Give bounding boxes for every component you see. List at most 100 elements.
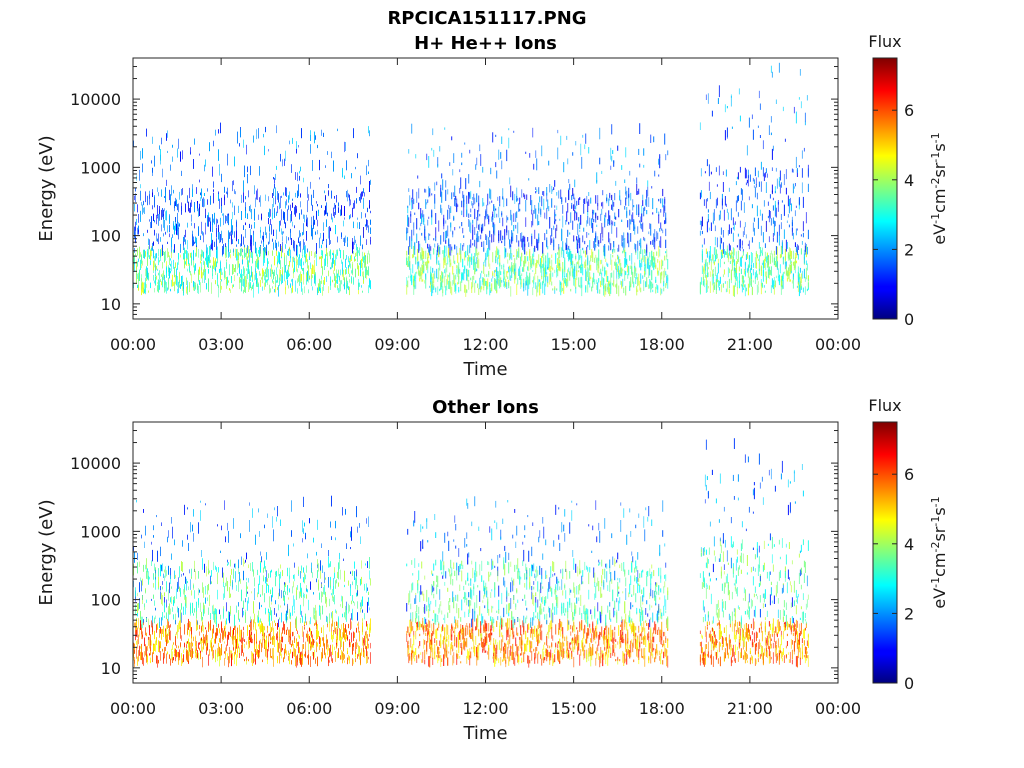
spectrogram-stroke: [757, 281, 759, 286]
spectrogram-stroke: [790, 260, 792, 263]
spectrogram-stroke: [296, 206, 297, 214]
spectrogram-stroke: [319, 605, 320, 616]
spectrogram-stroke: [516, 249, 518, 256]
spectrogram-stroke: [190, 649, 191, 657]
spectrogram-stroke: [798, 197, 800, 205]
spectrogram-stroke: [290, 214, 291, 223]
spectrogram-stroke: [175, 197, 176, 203]
spectrogram-stroke: [429, 285, 431, 288]
spectrogram-stroke: [227, 213, 228, 224]
spectrogram-stroke: [273, 242, 274, 250]
spectrogram-stroke: [735, 270, 737, 281]
spectrogram-stroke: [140, 184, 141, 189]
spectrogram-stroke: [346, 284, 347, 294]
spectrogram-stroke: [300, 241, 301, 253]
spectrogram-stroke: [425, 273, 427, 280]
spectrogram-stroke: [218, 651, 219, 657]
spectrogram-stroke: [269, 208, 270, 218]
spectrogram-stroke: [316, 641, 317, 653]
spectrogram-stroke: [136, 619, 137, 630]
spectrogram-stroke: [775, 275, 777, 279]
spectrogram-stroke: [485, 209, 487, 220]
spectrogram-stroke: [424, 280, 426, 284]
spectrogram-stroke: [640, 247, 642, 254]
spectrogram-stroke: [633, 281, 635, 288]
spectrogram-stroke: [141, 534, 142, 539]
spectrogram-stroke: [639, 243, 641, 246]
spectrogram-stroke: [187, 285, 188, 295]
spectrogram-stroke: [641, 205, 643, 217]
spectrogram-stroke: [639, 220, 641, 223]
spectrogram-stroke: [168, 282, 169, 290]
spectrogram-stroke: [250, 282, 251, 288]
spectrogram-stroke: [493, 230, 495, 243]
spectrogram-stroke: [315, 272, 316, 284]
spectrogram-stroke: [643, 280, 645, 291]
spectrogram-stroke: [152, 242, 153, 251]
spectrogram-stroke: [352, 207, 353, 218]
spectrogram-stroke: [635, 277, 637, 285]
spectrogram-stroke: [258, 128, 259, 139]
spectrogram-stroke: [147, 229, 148, 233]
spectrogram-stroke: [558, 244, 560, 249]
spectrogram-stroke: [551, 228, 553, 237]
spectrogram-stroke: [434, 243, 436, 248]
spectrogram-stroke: [537, 282, 539, 293]
spectrogram-stroke: [771, 148, 773, 160]
spectrogram-stroke: [248, 246, 249, 258]
spectrogram-stroke: [267, 267, 268, 273]
spectrogram-stroke: [223, 635, 224, 640]
spectrogram-stroke: [265, 126, 266, 133]
spectrogram-stroke: [803, 253, 805, 264]
spectrogram-stroke: [346, 267, 347, 274]
spectrogram-stroke: [264, 145, 265, 156]
spectrogram-stroke: [727, 212, 729, 220]
spectrogram-stroke: [538, 254, 540, 265]
spectrogram-stroke: [270, 623, 271, 633]
spectrogram-stroke: [768, 269, 770, 272]
spectrogram-stroke: [754, 167, 756, 177]
spectrogram-stroke: [317, 564, 318, 569]
spectrogram-stroke: [262, 268, 263, 274]
spectrogram-stroke: [541, 145, 543, 157]
spectrogram-stroke: [271, 264, 272, 268]
spectrogram-stroke: [144, 207, 145, 214]
spectrogram-stroke: [507, 252, 509, 257]
spectrogram-stroke: [361, 258, 362, 268]
spectrogram-stroke: [534, 245, 536, 252]
spectrogram-stroke: [223, 244, 224, 250]
spectrogram-stroke: [464, 142, 466, 145]
spectrogram-stroke: [713, 247, 715, 255]
spectrogram-stroke: [239, 653, 240, 658]
spectrogram-stroke: [759, 103, 761, 110]
spectrogram-stroke: [492, 211, 494, 218]
spectrogram-stroke: [260, 280, 261, 287]
spectrogram-stroke: [512, 232, 514, 242]
spectrogram-stroke: [619, 259, 621, 266]
spectrogram-stroke: [504, 238, 506, 247]
spectrogram-stroke: [573, 204, 575, 211]
spectrogram-stroke: [545, 268, 547, 281]
spectrogram-stroke: [595, 195, 597, 204]
spectrogram-stroke: [589, 240, 591, 250]
spectrogram-stroke: [625, 186, 627, 194]
spectrogram-stroke: [465, 250, 467, 258]
spectrogram-stroke: [641, 259, 643, 268]
spectrogram-stroke: [234, 563, 235, 568]
spectrogram-stroke: [136, 646, 137, 659]
spectrogram-stroke: [777, 200, 779, 212]
spectrogram-stroke: [718, 85, 720, 98]
spectrogram-stroke: [213, 192, 214, 204]
spectrogram-stroke: [492, 252, 494, 263]
spectrogram-stroke: [748, 265, 750, 268]
spectrogram-stroke: [612, 221, 614, 226]
spectrogram-stroke: [261, 240, 262, 244]
spectrogram-stroke: [510, 244, 512, 248]
spectrogram-stroke: [533, 248, 535, 257]
spectrogram-stroke: [277, 631, 278, 638]
spectrogram-stroke: [254, 588, 255, 600]
spectrogram-stroke: [525, 280, 527, 291]
spectrogram-stroke: [293, 267, 294, 278]
spectrogram-stroke: [303, 595, 304, 607]
spectrogram-stroke: [765, 182, 767, 193]
